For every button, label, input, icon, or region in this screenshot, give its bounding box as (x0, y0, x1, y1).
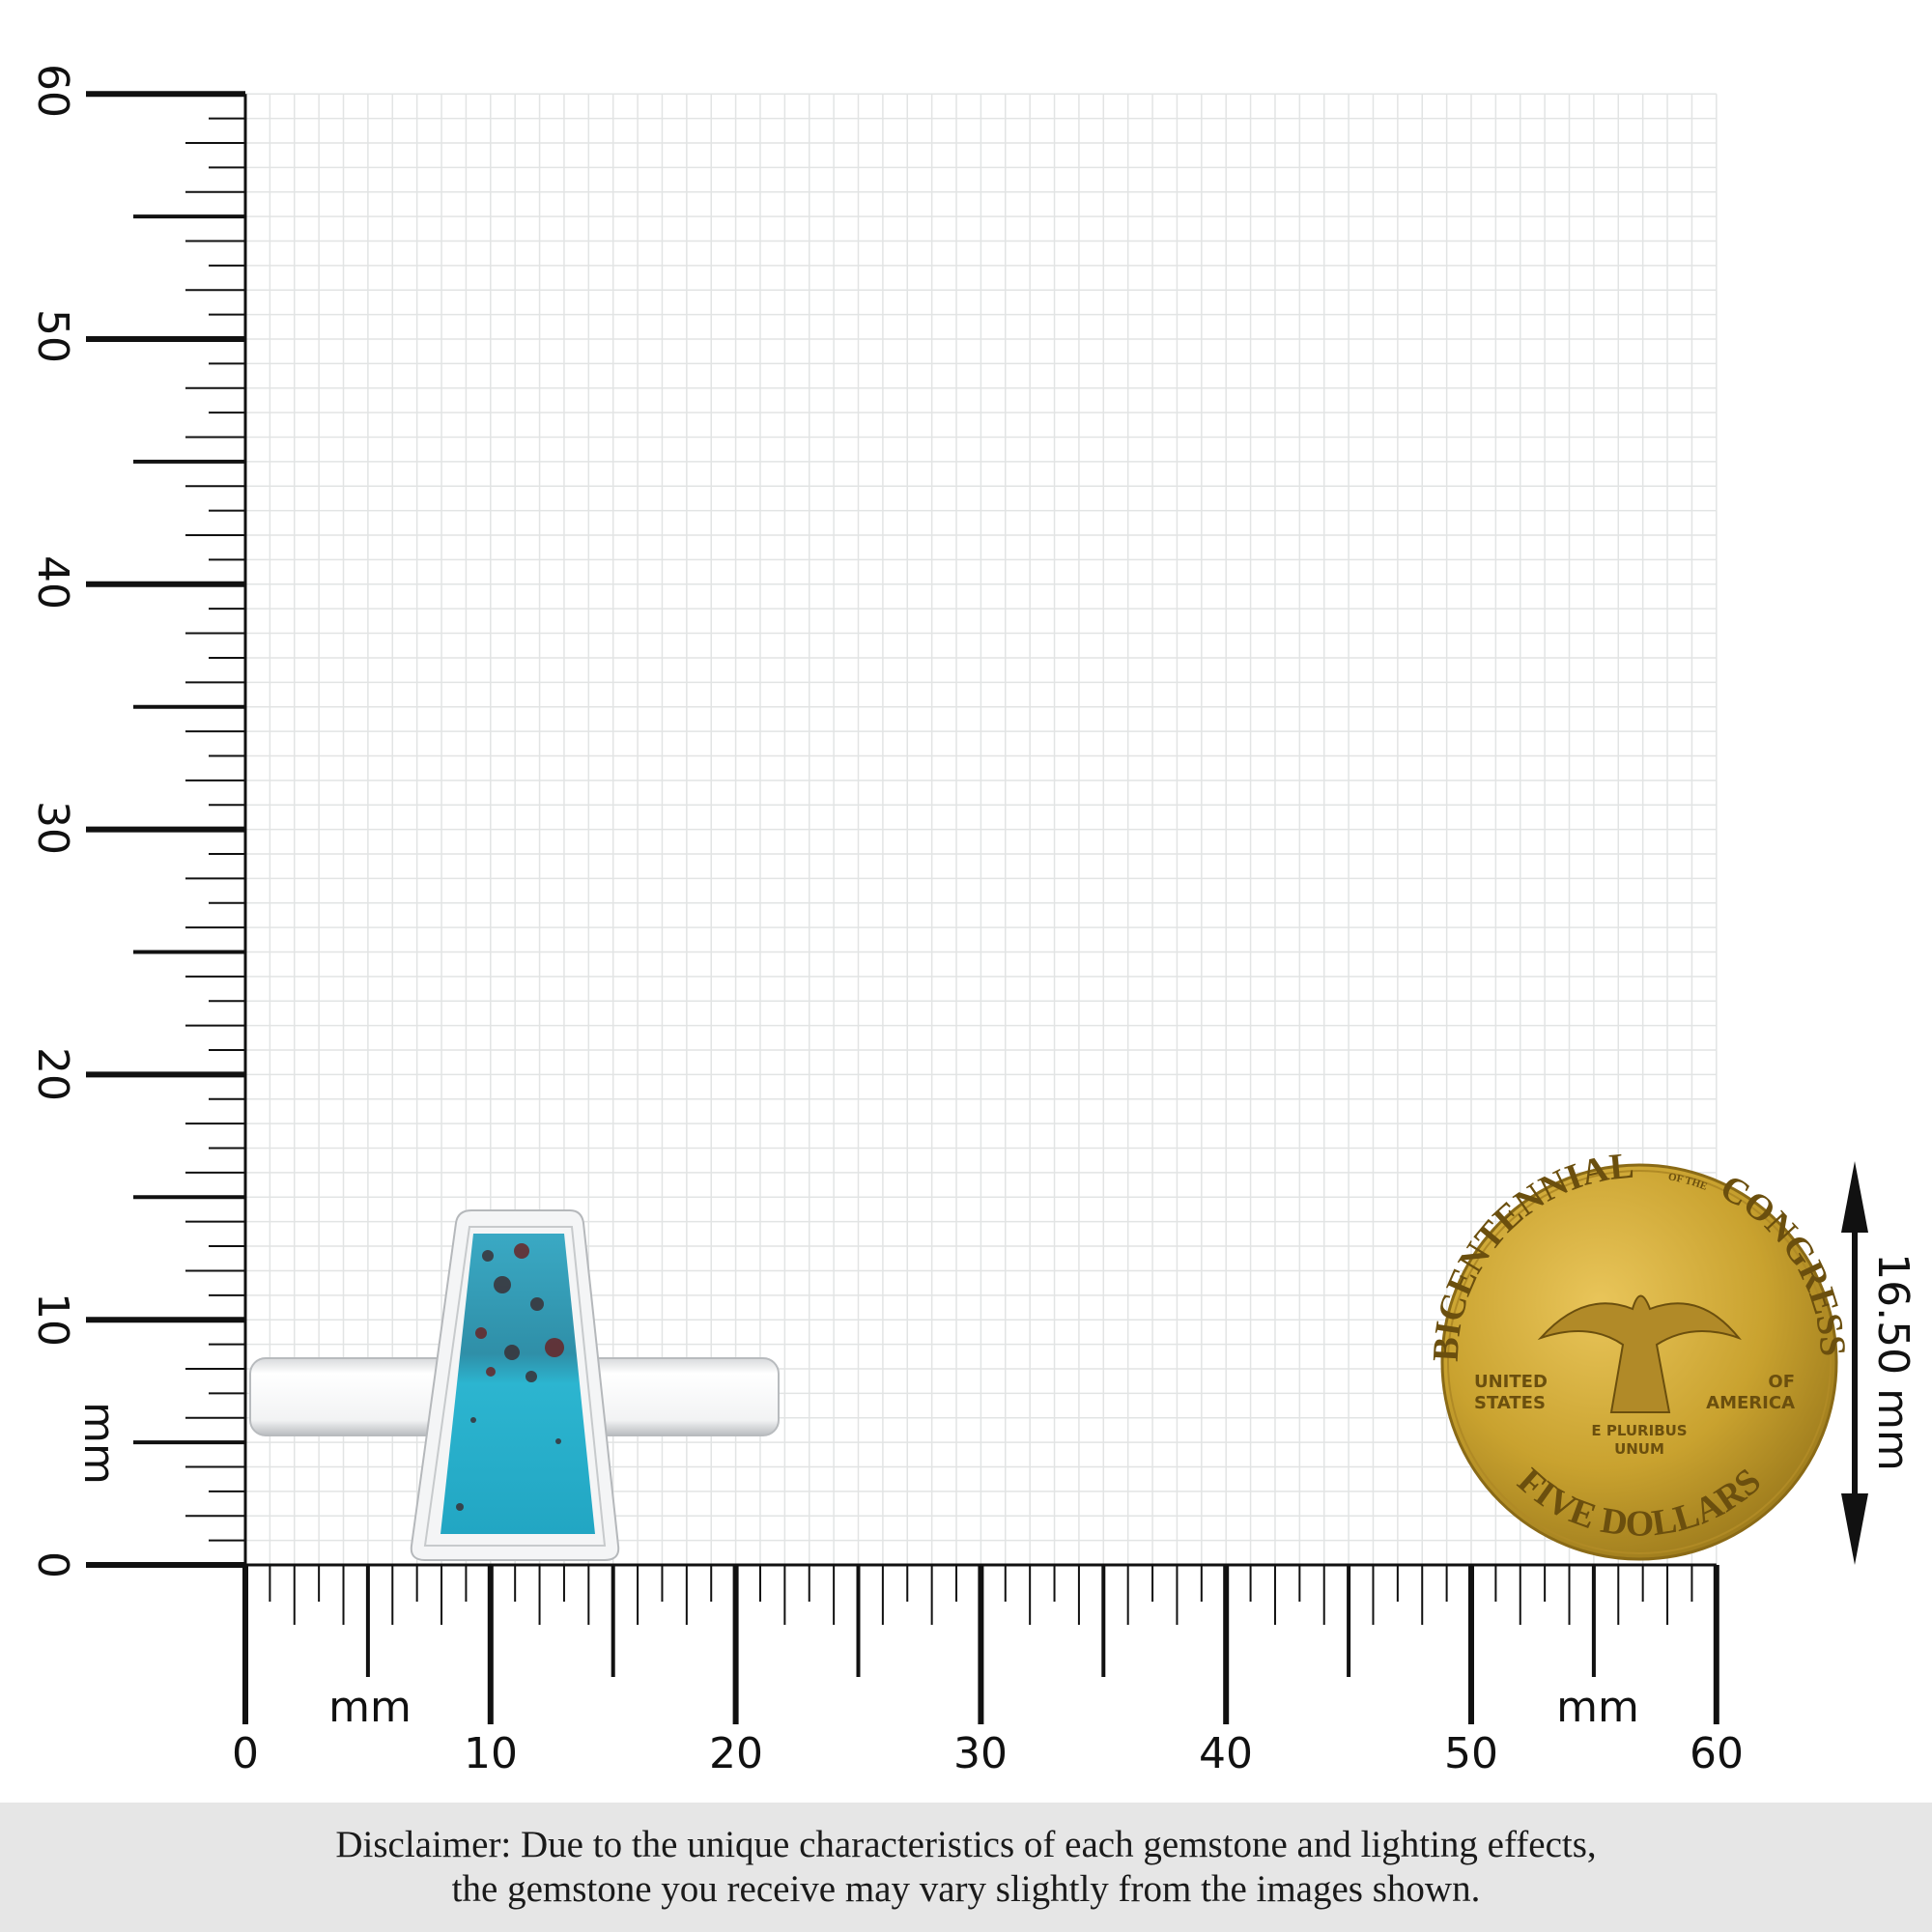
disclaimer-banner: Disclaimer: Due to the unique characteri… (0, 1803, 1932, 1932)
x-label-10: 10 (464, 1729, 518, 1778)
x-label-20: 20 (709, 1729, 763, 1778)
x-label-60: 60 (1690, 1729, 1744, 1778)
y-unit: mm (74, 1402, 124, 1485)
coin-left-box: UNITED STATES (1474, 1372, 1548, 1413)
y-label-0: 0 (28, 1551, 77, 1578)
coin-right-box: OF AMERICA (1706, 1372, 1795, 1413)
arrow-up-icon (1841, 1161, 1868, 1233)
coin-text-left: UNITED STATES (1474, 1372, 1548, 1413)
stone-matrix (456, 1243, 564, 1511)
arrow-down-icon (1841, 1493, 1868, 1565)
coin-motto-box: E PLURIBUS UNUM (1591, 1422, 1688, 1458)
x-unit-right: mm (1556, 1683, 1639, 1732)
y-label-60: 60 (28, 64, 77, 118)
ruler-labels: 0 10 20 30 40 50 60 mm mm 0 10 20 30 40 … (28, 64, 1744, 1778)
y-label-30: 30 (28, 801, 77, 855)
y-label-50: 50 (28, 309, 77, 363)
x-label-30: 30 (953, 1729, 1008, 1778)
height-dimension: 16.50 mm (1841, 1161, 1918, 1565)
x-label-50: 50 (1444, 1729, 1498, 1778)
y-label-10: 10 (28, 1293, 77, 1347)
dimension-label: 16.50 mm (1868, 1253, 1918, 1471)
coin-text-motto: E PLURIBUS UNUM (1591, 1422, 1688, 1458)
coin-image: BICENTENNIAL OF THE CONGRESS FIVE DOLLAR… (1426, 1146, 1853, 1561)
eagle-icon (1537, 1294, 1742, 1413)
x-label-40: 40 (1199, 1729, 1253, 1778)
x-label-0: 0 (232, 1729, 259, 1778)
coin-text-right: OF AMERICA (1706, 1372, 1795, 1413)
y-label-20: 20 (28, 1047, 77, 1101)
ruler-ticks (86, 91, 1719, 1724)
turquoise-stone (440, 1234, 595, 1534)
disclaimer-line-1: Disclaimer: Due to the unique characteri… (335, 1824, 1597, 1865)
coin-rim (1447, 1170, 1832, 1554)
y-label-40: 40 (28, 555, 77, 610)
x-unit-left: mm (328, 1683, 412, 1732)
disclaimer-line-2: the gemstone you receive may vary slight… (451, 1868, 1481, 1910)
ring-image (249, 1209, 780, 1561)
ring-bezel-inner (423, 1226, 607, 1547)
